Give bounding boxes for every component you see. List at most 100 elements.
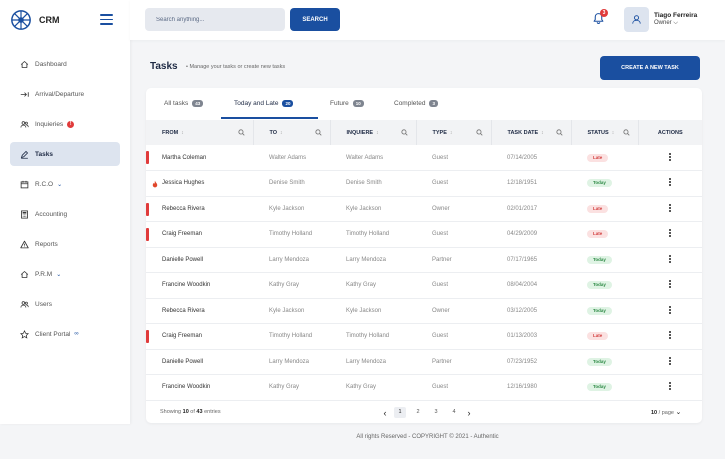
cell-from: Francine Woodkin	[146, 272, 253, 299]
top-header: SEARCH 3 Tiago Ferreira Owner ⌵	[130, 0, 725, 40]
tab-future[interactable]: Future 10	[330, 100, 364, 107]
create-task-button[interactable]: CREATE A NEW TASK	[600, 56, 700, 80]
cell-inquiere: Larry Mendoza	[330, 247, 416, 273]
table-row[interactable]: Craig Freeman Timothy Holland Timothy Holl…	[146, 221, 702, 248]
cell-type: Owner	[416, 196, 491, 222]
column-header-task-date[interactable]: TASK DATE ↕	[491, 120, 572, 145]
page-1-button[interactable]: 1	[394, 407, 406, 418]
sidebar-item-r-c-o[interactable]: R.C.O ⌄	[10, 172, 120, 196]
tab-all-tasks[interactable]: All tasks 43	[164, 100, 204, 107]
more-actions-icon[interactable]	[669, 152, 672, 162]
more-actions-icon[interactable]	[669, 305, 672, 315]
search-icon[interactable]	[555, 129, 563, 136]
more-actions-icon[interactable]	[669, 254, 672, 264]
page-2-button[interactable]: 2	[416, 409, 420, 415]
more-actions-icon[interactable]	[669, 381, 672, 391]
status-badge: Today	[587, 306, 612, 315]
table-row[interactable]: Rebecca Rivera Kyle Jackson Kyle Jackson Ow…	[146, 196, 702, 222]
search-icon[interactable]	[400, 129, 408, 136]
cell-actions	[638, 272, 702, 299]
table-row[interactable]: Danielle Powell Larry Mendoza Larry Mendoz…	[146, 247, 702, 273]
sidebar-item-arrival-departure[interactable]: Arrival/Departure	[10, 82, 120, 106]
sidebar-item-label: Tasks	[35, 150, 53, 158]
notification-bell-icon[interactable]: 3	[592, 9, 608, 26]
page-4-button[interactable]: 4	[452, 409, 456, 415]
sidebar-item-label: Inquieries	[35, 120, 64, 128]
search-icon[interactable]	[237, 129, 245, 136]
more-actions-icon[interactable]	[669, 203, 672, 213]
more-actions-icon[interactable]	[669, 279, 672, 289]
table-row[interactable]: Francine Woodkin Kathy Gray Kathy Gray Gues…	[146, 374, 702, 401]
status-badge: Late	[587, 204, 609, 213]
chevron-left-icon[interactable]: ‹	[383, 407, 387, 418]
home-icon	[19, 59, 29, 69]
sidebar-item-tasks[interactable]: Tasks	[10, 142, 120, 166]
tab-completed[interactable]: Completed 3	[394, 100, 438, 107]
sidebar-item-label: Dashboard	[35, 60, 67, 68]
more-actions-icon[interactable]	[669, 356, 672, 366]
table-row[interactable]: Martha Coleman Walter Adams Walter Adams Gu…	[146, 145, 702, 171]
search-button[interactable]: SEARCH	[290, 8, 340, 31]
column-header-to[interactable]: TO ↕	[253, 120, 331, 145]
page-subtitle: • Manage your tasks or create new tasks	[186, 64, 286, 70]
late-flag-marker	[146, 151, 149, 164]
sort-icon[interactable]: ↕	[376, 129, 379, 136]
column-header-from[interactable]: FROM ↕	[146, 120, 254, 145]
column-header-inquiere[interactable]: INQUIERE ↕	[330, 120, 417, 145]
sidebar-item-users[interactable]: Users	[10, 292, 120, 316]
table-row[interactable]: Danielle Powell Larry Mendoza Larry Mendoz…	[146, 349, 702, 375]
column-header-actions[interactable]: ACTIONS	[638, 120, 702, 145]
cell-status: Late	[571, 323, 638, 350]
status-badge: Late	[587, 153, 609, 162]
search-input[interactable]	[145, 8, 285, 31]
more-actions-icon[interactable]	[669, 330, 672, 340]
sort-icon[interactable]: ↕	[449, 129, 453, 136]
sort-icon[interactable]: ↕	[611, 129, 615, 136]
column-header-status[interactable]: STATUS ↕	[571, 120, 639, 145]
search-icon[interactable]	[475, 129, 483, 136]
sidebar-item-client-portal[interactable]: Client Portal ∞	[10, 322, 120, 346]
cell-task-date: 08/04/2004	[491, 272, 571, 299]
menu-toggle-icon[interactable]	[100, 14, 113, 25]
table-row[interactable]: Rebecca Rivera Kyle Jackson Kyle Jackson Ow…	[146, 298, 702, 324]
table-row[interactable]: Francine Woodkin Kathy Gray Kathy Gray Gues…	[146, 272, 702, 299]
sidebar-item-dashboard[interactable]: Dashboard	[10, 52, 120, 76]
cell-to: Kyle Jackson	[253, 196, 330, 222]
table-row[interactable]: Jessica Hughes Denise Smith Denise Smith Gu…	[146, 170, 702, 197]
sort-icon[interactable]: ↕	[181, 129, 184, 136]
sidebar-item-reports[interactable]: Reports	[10, 232, 120, 256]
status-badge: Late	[587, 332, 609, 341]
sort-icon[interactable]: ↕	[280, 129, 283, 136]
cell-actions	[638, 145, 702, 171]
table-row[interactable]: Craig Freeman Timothy Holland Timothy Holl…	[146, 323, 702, 350]
sidebar-item-accounting[interactable]: Accounting	[10, 202, 120, 226]
table-body: Martha Coleman Walter Adams Walter Adams Gu…	[146, 145, 702, 401]
cell-task-date: 02/01/2017	[491, 196, 571, 222]
column-header-type[interactable]: TYPE ↕	[416, 120, 492, 145]
search-icon[interactable]	[314, 129, 322, 136]
sidebar-item-p-r-m[interactable]: P.R.M ⌄	[10, 262, 120, 286]
user-menu[interactable]: Tiago Ferreira Owner ⌵	[624, 7, 697, 32]
cell-status: Today	[571, 247, 638, 273]
cell-to: Kyle Jackson	[253, 298, 330, 324]
page-3-button[interactable]: 3	[434, 409, 438, 415]
cell-type: Guest	[416, 272, 491, 299]
cell-actions	[638, 298, 702, 324]
cell-to: Larry Mendoza	[253, 247, 330, 273]
cell-task-date: 12/16/1980	[491, 374, 571, 401]
tab-label: Completed	[394, 100, 426, 107]
column-label: TYPE	[432, 129, 447, 136]
sort-icon[interactable]: ↕	[541, 129, 544, 136]
page-title: Tasks	[150, 61, 178, 72]
chevron-right-icon[interactable]: ›	[467, 407, 471, 418]
cell-task-date: 07/14/2005	[491, 145, 571, 171]
search-icon[interactable]	[622, 129, 630, 136]
cell-from: Jessica Hughes	[146, 170, 253, 197]
more-actions-icon[interactable]	[669, 177, 672, 187]
per-page-select[interactable]: 10 / page ⌄	[651, 409, 682, 416]
tab-today-and-late[interactable]: Today and Late 20	[234, 100, 294, 107]
more-actions-icon[interactable]	[669, 228, 672, 238]
sidebar-item-inquieries[interactable]: Inquieries!	[10, 112, 120, 136]
cell-from: Martha Coleman	[146, 145, 253, 171]
sidebar-item-label: Arrival/Departure	[35, 90, 85, 98]
